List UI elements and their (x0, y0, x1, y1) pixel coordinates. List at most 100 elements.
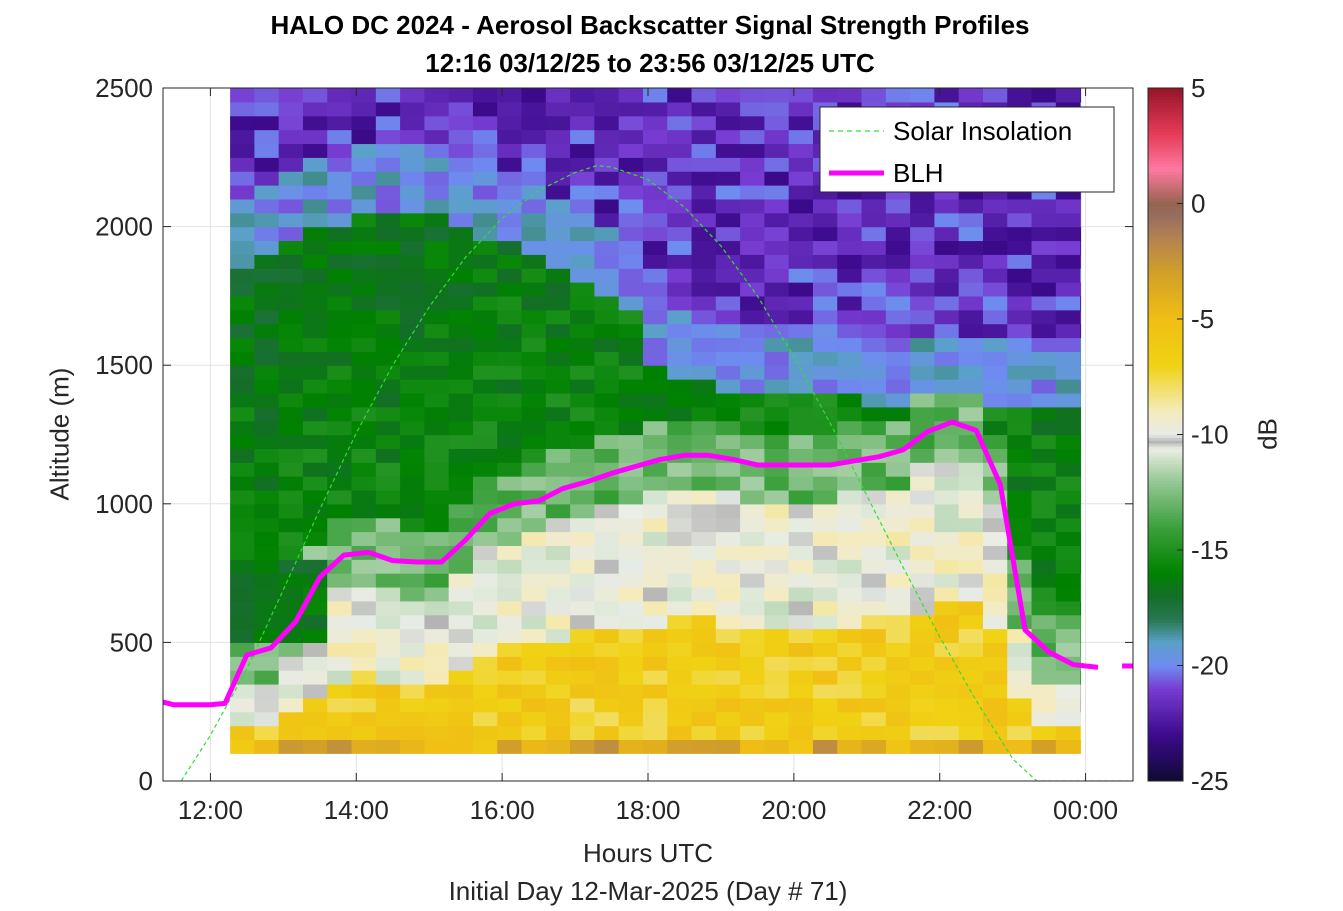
colorbar-slice (1148, 105, 1183, 109)
heatmap-cell (351, 295, 377, 311)
heatmap-cell (715, 406, 741, 422)
colorbar-slice (1148, 229, 1183, 233)
heatmap-cell (861, 434, 887, 449)
heatmap-cell (230, 628, 255, 643)
heatmap-cell (424, 295, 450, 311)
heatmap-cell (254, 656, 280, 671)
heatmap-cell (1055, 198, 1081, 214)
heatmap-cell (448, 282, 474, 297)
heatmap-cell (764, 157, 790, 172)
heatmap-cell (740, 295, 765, 311)
heatmap-cell (545, 295, 571, 311)
heatmap-cell (764, 88, 790, 103)
colorbar-slice (1148, 532, 1183, 537)
colorbar-slice (1148, 593, 1183, 597)
colorbar-slice (1148, 760, 1183, 765)
colorbar-slice (1148, 749, 1183, 753)
heatmap-cell (448, 670, 474, 685)
heatmap-cell (1080, 365, 1082, 380)
heatmap-cell (934, 240, 960, 255)
heatmap-cell (472, 406, 498, 422)
heatmap-cell (837, 656, 863, 671)
colorbar-slice (1148, 102, 1183, 106)
colorbar-slice (1148, 529, 1183, 534)
heatmap-cell (472, 295, 498, 311)
heatmap-cell (667, 559, 693, 574)
heatmap-cell (1007, 406, 1033, 422)
heatmap-cell (982, 697, 1008, 713)
heatmap-cell (958, 448, 984, 463)
heatmap-cell (618, 143, 644, 158)
heatmap-cell (788, 670, 814, 685)
colorbar-slice (1148, 88, 1183, 92)
heatmap-cell (715, 351, 741, 366)
heatmap-cell (1031, 448, 1057, 463)
heatmap-cell (254, 337, 280, 352)
heatmap-cell (545, 157, 571, 172)
colorbar-tick-label: -15 (1191, 535, 1229, 565)
heatmap-cell (448, 365, 474, 380)
heatmap-cell (788, 434, 814, 449)
heatmap-cell (545, 683, 571, 699)
heatmap-cell (837, 531, 863, 546)
heatmap-cell (351, 670, 377, 685)
heatmap-cell (302, 226, 328, 242)
heatmap-cell (618, 586, 644, 602)
heatmap-cell (1007, 642, 1033, 657)
colorbar-slice (1148, 466, 1183, 470)
heatmap-cell (642, 240, 668, 255)
colorbar-slice (1148, 625, 1183, 629)
heatmap-cell (448, 198, 474, 214)
heatmap-cell (545, 88, 571, 103)
heatmap-cell (497, 240, 523, 255)
heatmap-cell (861, 697, 887, 713)
heatmap-cell (740, 226, 765, 242)
heatmap-cell (278, 462, 304, 477)
heatmap-cell (230, 586, 255, 602)
heatmap-cell (302, 683, 328, 699)
heatmap-cell (618, 88, 644, 103)
heatmap-cell (327, 697, 353, 713)
heatmap-cell (958, 212, 984, 228)
heatmap-cell (594, 711, 620, 727)
heatmap-cell (351, 503, 377, 519)
heatmap-cell (302, 406, 328, 422)
heatmap-cell (812, 282, 838, 297)
heatmap-cell (230, 212, 255, 228)
heatmap-cell (1080, 503, 1082, 519)
heatmap-cell (1007, 212, 1033, 228)
heatmap-cell (424, 517, 450, 533)
heatmap-cell (764, 365, 790, 380)
heatmap-cell (254, 392, 280, 408)
heatmap-cell (254, 129, 280, 145)
heatmap-cell (254, 476, 280, 491)
heatmap-cell (764, 185, 790, 200)
heatmap-cell (327, 739, 353, 754)
heatmap-cell (837, 739, 863, 754)
heatmap-cell (594, 600, 620, 616)
heatmap-cell (618, 573, 644, 588)
heatmap-cell (327, 129, 353, 145)
heatmap-cell (982, 614, 1008, 630)
colorbar-slice (1148, 111, 1183, 115)
heatmap-cell (982, 739, 1008, 754)
heatmap-cell (885, 670, 911, 685)
heatmap-cell (1080, 226, 1082, 242)
heatmap-cell (934, 559, 960, 574)
heatmap-cell (351, 351, 377, 366)
heatmap-cell (1055, 240, 1081, 255)
heatmap-cell (642, 337, 668, 352)
heatmap-cell (472, 711, 498, 727)
heatmap-cell (351, 282, 377, 297)
heatmap-cell (812, 434, 838, 449)
heatmap-cell (400, 115, 425, 131)
heatmap-cell (472, 143, 498, 158)
heatmap-cell (691, 295, 717, 311)
heatmap-cell (885, 309, 911, 325)
colorbar-slice (1148, 766, 1183, 770)
heatmap-cell (424, 88, 450, 103)
heatmap-cell (254, 282, 280, 297)
heatmap-cell (400, 295, 425, 311)
heatmap-cell (667, 628, 693, 643)
heatmap-cell (327, 642, 353, 657)
